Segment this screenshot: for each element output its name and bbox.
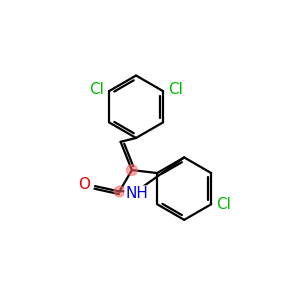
- Text: Cl: Cl: [168, 82, 183, 97]
- Text: Cl: Cl: [217, 197, 231, 212]
- Text: O: O: [79, 177, 91, 192]
- Text: NH: NH: [125, 186, 148, 201]
- Circle shape: [127, 165, 137, 176]
- Text: Cl: Cl: [89, 82, 104, 97]
- Circle shape: [114, 186, 125, 197]
